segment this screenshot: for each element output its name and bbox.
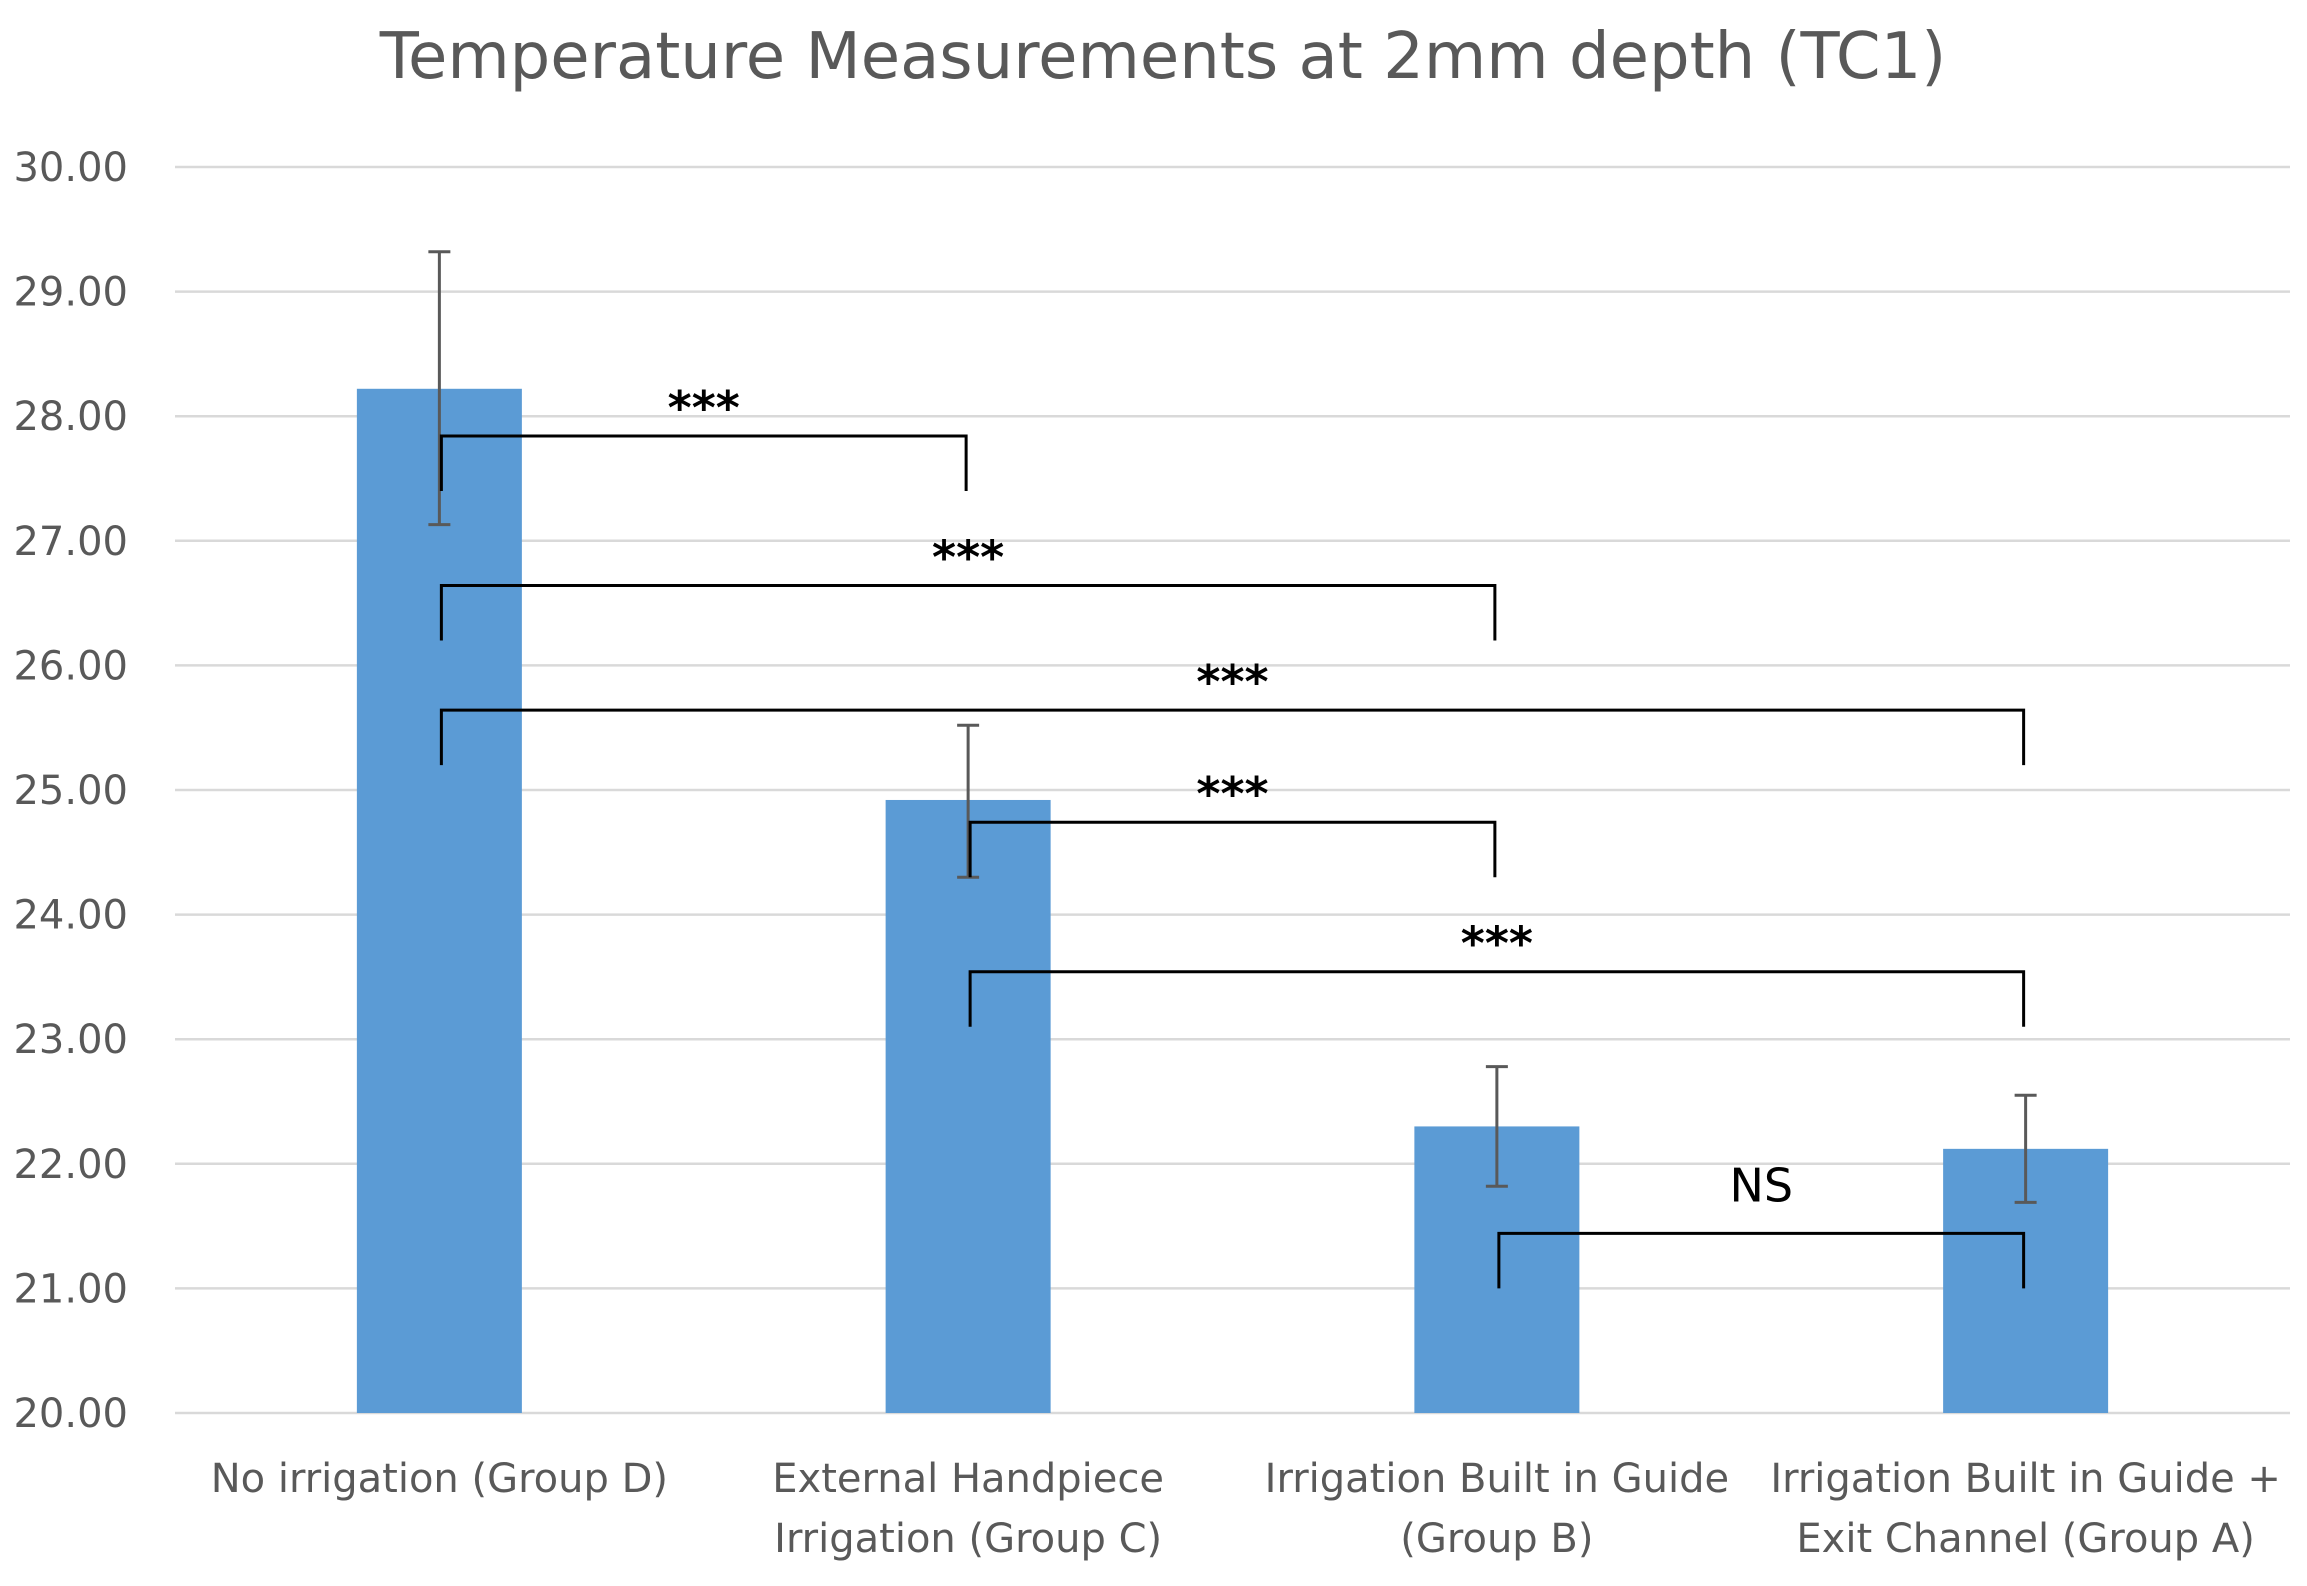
y-tick-label: 23.00 <box>13 1017 128 1063</box>
significance-brackets: *** *** *** *** *** NS <box>439 381 2026 1289</box>
significance-label: *** <box>1461 917 1533 971</box>
x-category-label-line: No irrigation (Group D) <box>211 1456 668 1502</box>
significance-label: NS <box>1729 1158 1793 1212</box>
significance-bracket: NS <box>1497 1158 2026 1289</box>
x-category-label-line: Exit Channel (Group A) <box>1796 1516 2254 1562</box>
significance-bracket: *** <box>968 767 1497 878</box>
x-category-label: Irrigation Built in Guide + Exit Channel … <box>1770 1456 2281 1562</box>
significance-label: *** <box>1196 655 1268 709</box>
y-tick-label: 25.00 <box>13 768 128 814</box>
bracket-line <box>439 583 1497 641</box>
bracket-line <box>439 434 968 491</box>
bracket-line <box>1497 1231 2026 1289</box>
y-tick-label: 29.00 <box>13 270 128 316</box>
bars <box>356 388 2109 1414</box>
y-axis-ticks: 20.00 21.00 22.00 23.00 24.00 25.00 26.00 27.00… <box>13 145 128 1437</box>
error-bar <box>428 250 451 527</box>
y-tick-label: 27.00 <box>13 519 128 565</box>
significance-label: *** <box>668 381 740 435</box>
bracket-line <box>968 970 2026 1027</box>
significance-label: *** <box>1196 767 1268 821</box>
chart-title: Temperature Measurements at 2mm depth (T… <box>379 20 1947 94</box>
error-bar <box>957 723 980 879</box>
error-bar <box>1485 1065 1508 1188</box>
significance-label: *** <box>932 530 1004 584</box>
x-category-label-line: (Group B) <box>1400 1516 1593 1562</box>
significance-bracket: *** <box>439 655 2026 766</box>
error-bars <box>428 250 2037 1204</box>
x-category-label-line: Irrigation Built in Guide <box>1265 1456 1729 1502</box>
x-category-label: Irrigation Built in Guide (Group B) <box>1265 1456 1729 1562</box>
x-axis-labels: No irrigation (Group D) External Handpiec… <box>211 1456 2281 1562</box>
bar <box>356 388 522 1414</box>
y-tick-label: 20.00 <box>13 1391 128 1437</box>
x-category-label: External Handpiece Irrigation (Group C) <box>772 1456 1164 1562</box>
bar <box>885 799 1051 1413</box>
y-tick-label: 26.00 <box>13 643 128 689</box>
significance-bracket: *** <box>439 530 1497 641</box>
y-tick-label: 28.00 <box>13 394 128 440</box>
error-bar <box>2014 1093 2037 1204</box>
y-tick-label: 21.00 <box>13 1266 128 1312</box>
x-category-label-line: External Handpiece <box>772 1456 1164 1502</box>
x-category-label-line: Irrigation Built in Guide + <box>1770 1456 2281 1502</box>
significance-bracket: *** <box>968 917 2026 1027</box>
y-tick-label: 24.00 <box>13 893 128 939</box>
bracket-line <box>968 820 1497 878</box>
gridlines <box>175 165 2290 1415</box>
y-tick-label: 22.00 <box>13 1142 128 1188</box>
x-category-label-line: Irrigation (Group C) <box>774 1516 1162 1562</box>
x-category-label: No irrigation (Group D) <box>211 1456 668 1502</box>
significance-bracket: *** <box>439 381 968 491</box>
bracket-line <box>439 708 2026 766</box>
y-tick-label: 30.00 <box>13 145 128 191</box>
